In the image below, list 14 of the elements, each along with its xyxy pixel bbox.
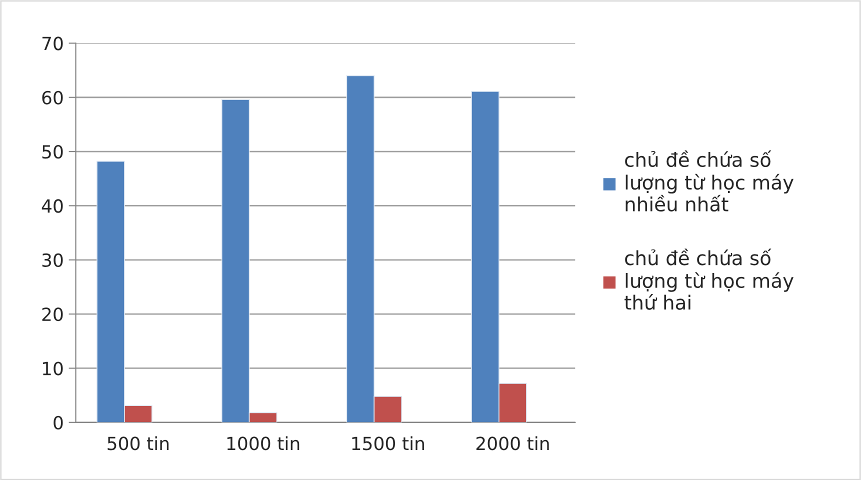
y-tick-label: 0 — [54, 416, 63, 430]
x-tick-label: 1000 tin — [227, 436, 300, 450]
y-tick-label: 40 — [42, 199, 63, 213]
y-tick-label: 30 — [42, 253, 63, 267]
y-tick-label: 60 — [42, 90, 63, 104]
x-tick-label: 500 tin — [108, 436, 169, 450]
legend-label: chủ đề chứa số lượng từ học máy thứ hai — [624, 248, 794, 310]
y-tick-label: 10 — [42, 362, 63, 376]
legend-label: chủ đề chứa số lượng từ học máy nhiều nhất — [625, 150, 794, 212]
y-tick-label: 70 — [42, 36, 63, 50]
x-tick-label: 2000 tin — [476, 436, 549, 450]
x-tick-label: 1500 tin — [352, 436, 424, 450]
y-tick-label: 50 — [42, 145, 63, 159]
y-tick-label: 20 — [42, 308, 63, 322]
